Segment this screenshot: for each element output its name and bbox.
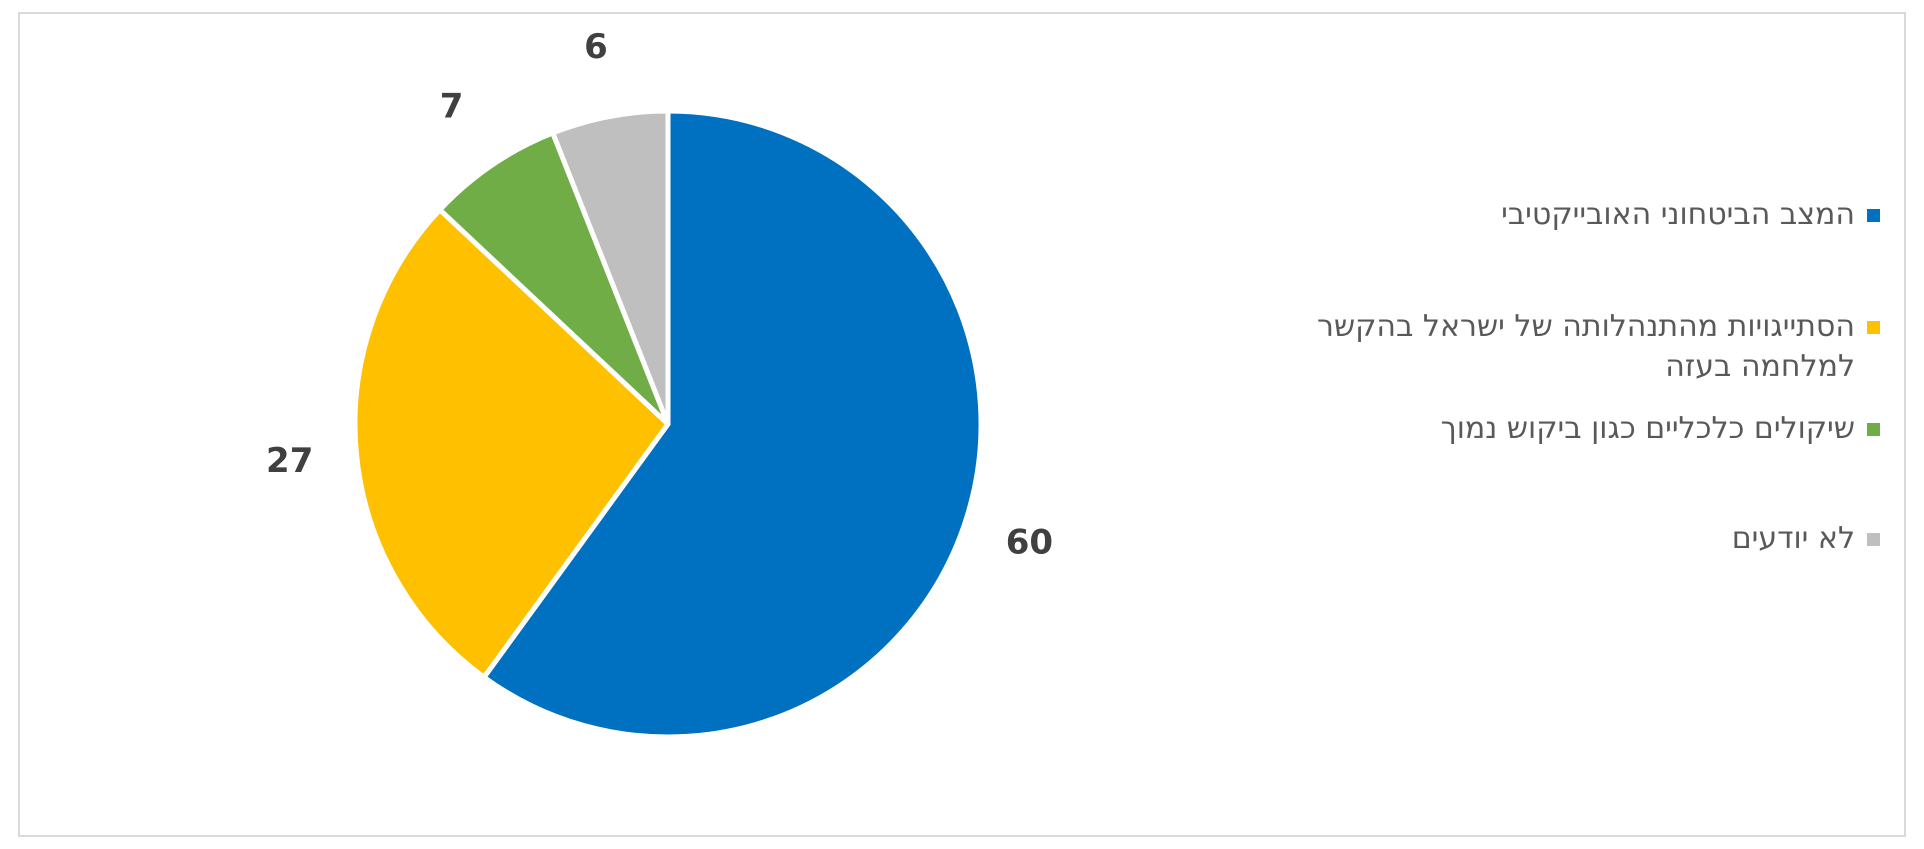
legend-swatch-3 [1867, 533, 1880, 546]
legend-item-2: שיקולים כלכליים כגון ביקוש נמוך [1300, 409, 1880, 449]
data-label-3: 6 [584, 27, 608, 67]
pie-slice-0 [481, 108, 984, 740]
pie-slices [352, 108, 984, 740]
legend-label-2: שיקולים כלכליים כגון ביקוש נמוך [1440, 411, 1855, 446]
legend-label-0: המצב הביטחוני האובייקטיבי [1501, 197, 1855, 232]
legend-item-3: לא יודעים [1300, 519, 1880, 559]
legend-label-3: לא יודעים [1731, 521, 1855, 556]
legend-item-0: המצב הביטחוני האובייקטיבי [1300, 195, 1880, 235]
pie-data-labels: 60 27 7 6 [266, 27, 1053, 563]
data-label-2: 7 [440, 87, 464, 127]
legend-swatch-1 [1867, 321, 1880, 334]
legend-item-1: הסתייגויות מהתנהלותה של ישראל בהקשר למלח… [1300, 307, 1880, 387]
data-label-1: 27 [266, 441, 313, 481]
pie-slice-2 [437, 130, 671, 427]
legend-label-1: הסתייגויות מהתנהלותה של ישראל בהקשר למלח… [1316, 309, 1855, 384]
legend: המצב הביטחוני האובייקטיבי הסתייגויות מהת… [1300, 195, 1880, 559]
legend-swatch-2 [1867, 423, 1880, 436]
data-label-0: 60 [1006, 522, 1053, 562]
legend-swatch-0 [1867, 209, 1880, 222]
pie-slice-1 [352, 207, 671, 680]
pie-slice-3 [550, 108, 671, 427]
